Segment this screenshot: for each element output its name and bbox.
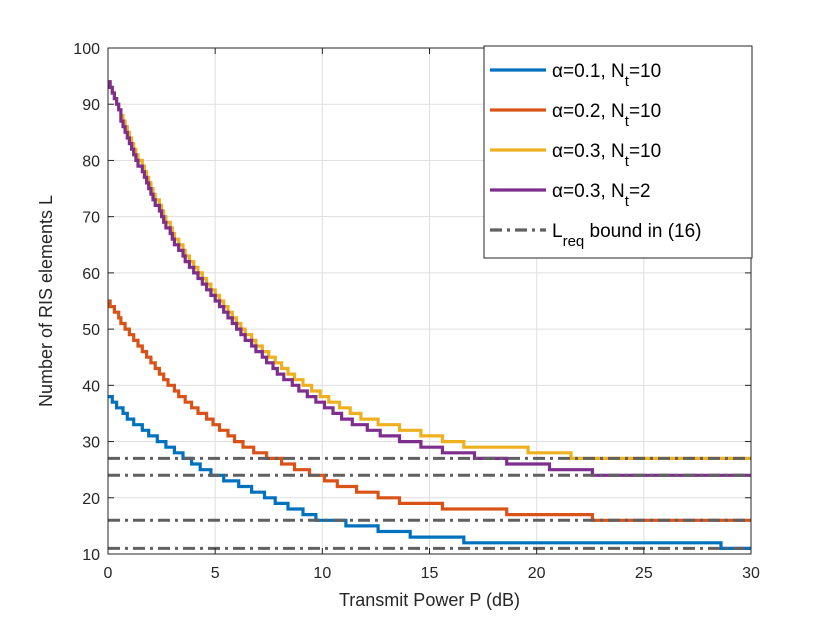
x-tick-label: 20 [528,565,546,582]
legend-entry: Lreq bound in (16) [552,221,702,250]
axis-ticks: 0 5 10 15 20 25 30 10 20 30 40 50 60 70 80 90 100 [73,41,760,582]
y-tick-label: 40 [82,378,100,395]
y-tick-label: 30 [82,435,100,452]
y-tick-label: 70 [82,210,100,227]
x-tick-label: 25 [635,565,653,582]
y-tick-label: 10 [82,547,100,564]
series-line-1 [108,395,751,550]
y-tick-label: 90 [82,97,100,114]
y-tick-label: 100 [73,41,100,58]
series-line-2 [108,299,751,522]
y-tick-label: 50 [82,322,100,339]
legend: α=0.1, Nt=10 α=0.2, Nt=10 α=0.3, Nt=10 α=0.… [483,45,753,259]
legend-box [483,45,753,259]
x-axis-label: Transmit Power P (dB) [339,590,520,610]
x-tick-label: 5 [211,565,220,582]
legend-entry: α=0.1, Nt=10 [552,61,661,90]
series-line-4 [108,80,751,477]
y-tick-label: 80 [82,153,100,170]
y-tick-label: 20 [82,491,100,508]
x-tick-label: 10 [313,565,331,582]
x-tick-label: 0 [104,565,113,582]
y-tick-label: 60 [82,266,100,283]
x-tick-label: 15 [421,565,439,582]
y-axis-label: Number of RIS elements L [36,195,56,407]
legend-entry: α=0.2, Nt=10 [552,101,661,130]
legend-entry: α=0.3, Nt=2 [552,181,651,210]
x-tick-label: 30 [742,565,760,582]
legend-entry: α=0.3, Nt=10 [552,141,661,170]
